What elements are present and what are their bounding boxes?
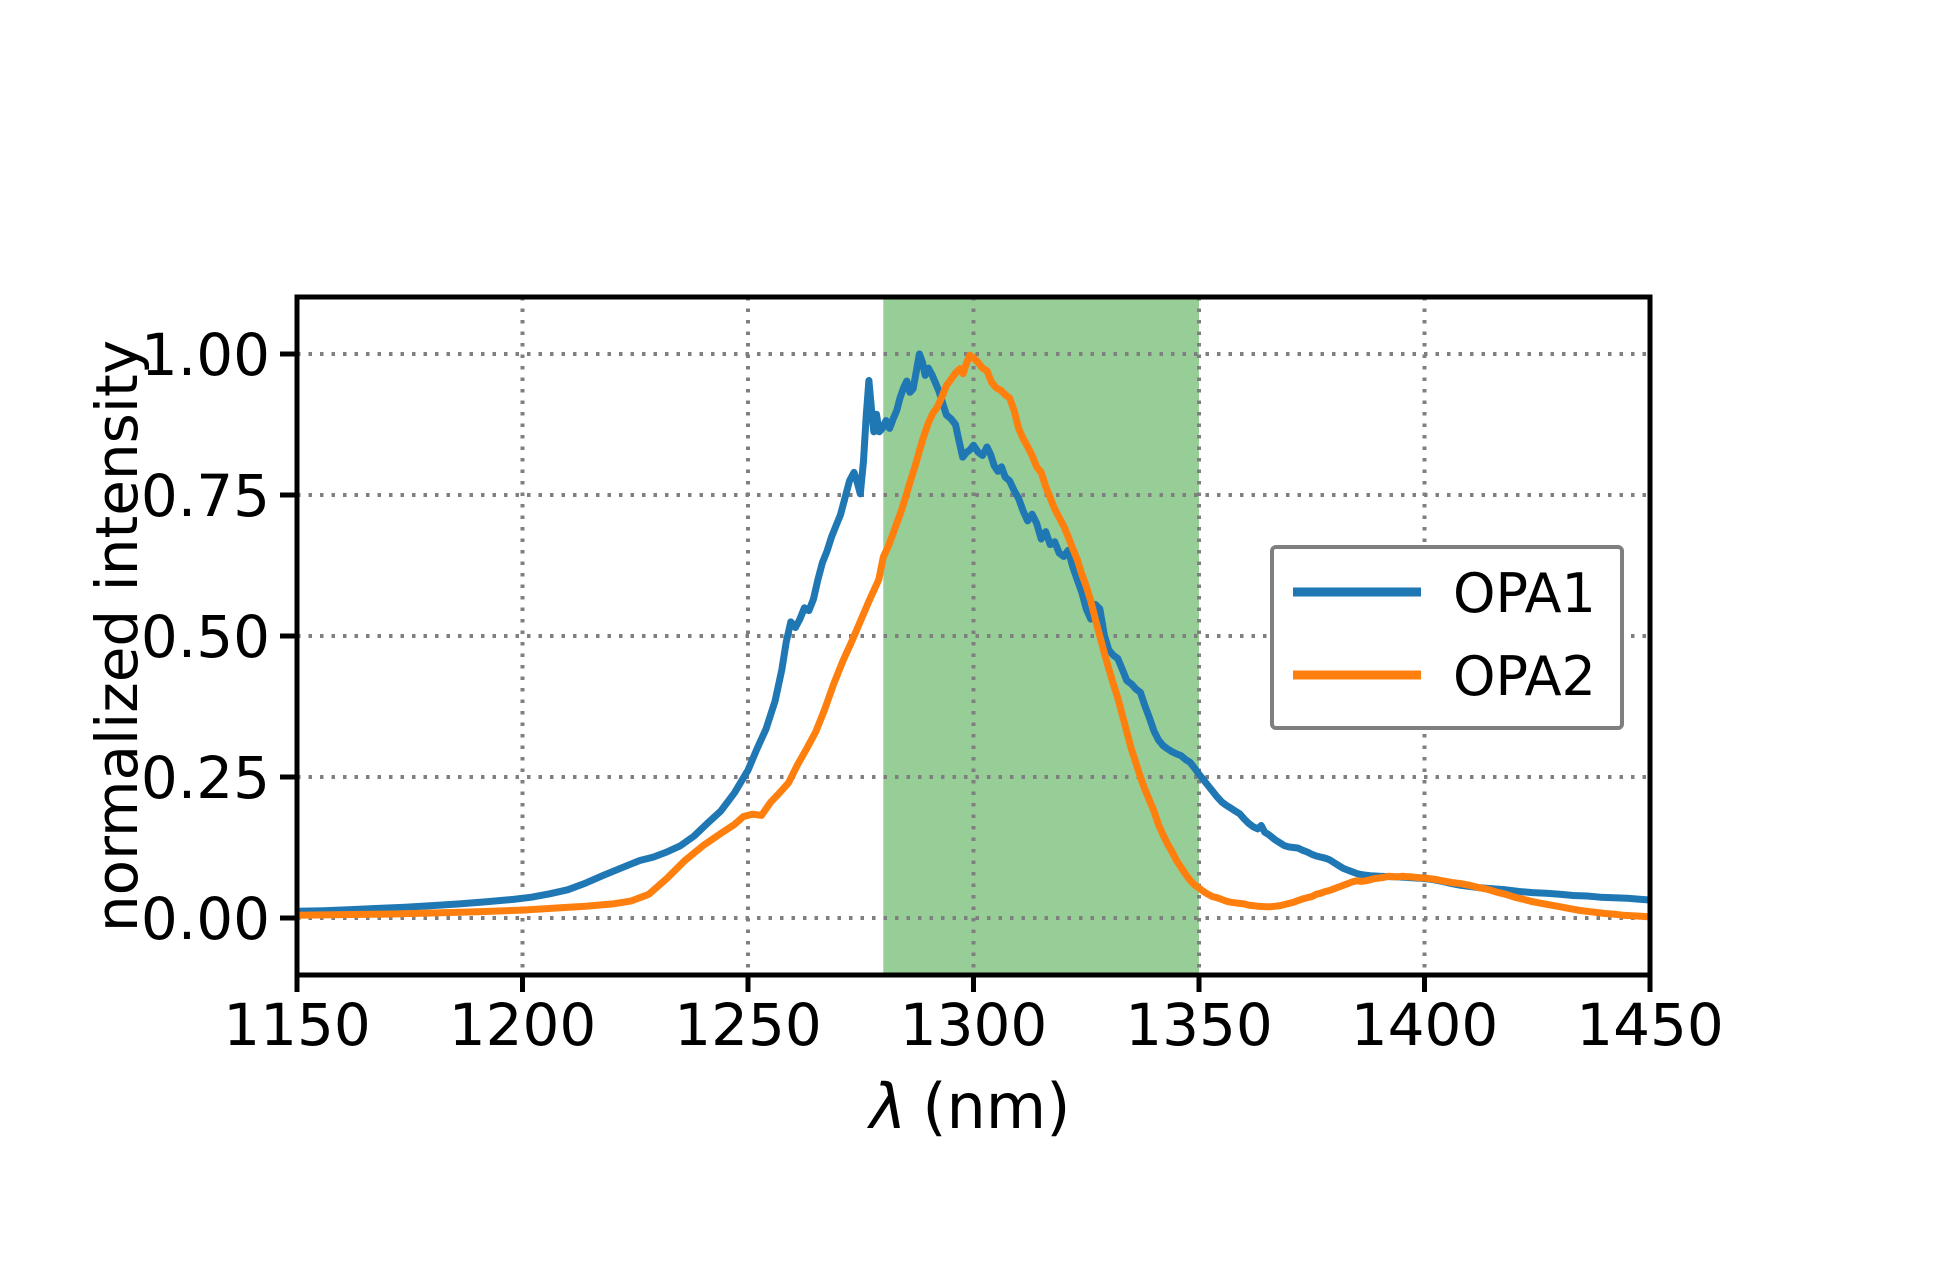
legend-label-opa1: OPA1 bbox=[1453, 562, 1596, 625]
x-tick-labels: 1150 1200 1250 1300 1350 1400 1450 bbox=[223, 991, 1724, 1059]
y-tick-label: 0.00 bbox=[141, 885, 270, 953]
series-opa1-line bbox=[297, 350, 1650, 915]
series-opa2-line bbox=[297, 351, 1650, 921]
y-axis-label: normalized intensity bbox=[83, 340, 151, 932]
x-tick-label: 1400 bbox=[1351, 991, 1499, 1059]
x-tick-label: 1200 bbox=[449, 991, 597, 1059]
curves bbox=[297, 350, 1650, 921]
x-axis-label: λ (nm) bbox=[867, 1070, 1071, 1143]
legend: OPA1 OPA2 bbox=[1270, 545, 1624, 730]
tick-marks bbox=[280, 351, 1653, 992]
y-tick-label: 0.50 bbox=[141, 603, 270, 671]
x-tick-label: 1150 bbox=[223, 991, 371, 1059]
x-axis-unit: (nm) bbox=[922, 1070, 1070, 1143]
x-tick-label: 1450 bbox=[1576, 991, 1724, 1059]
y-tick-label: 0.25 bbox=[141, 744, 270, 812]
x-tick-label: 1250 bbox=[674, 991, 822, 1059]
legend-label-opa2: OPA2 bbox=[1453, 645, 1596, 708]
y-tick-label: 0.75 bbox=[141, 462, 270, 530]
x-tick-label: 1300 bbox=[900, 991, 1048, 1059]
x-tick-label: 1350 bbox=[1125, 991, 1273, 1059]
lambda-symbol: λ bbox=[867, 1070, 907, 1143]
y-tick-label: 1.00 bbox=[141, 321, 270, 389]
y-tick-labels: 0.00 0.25 0.50 0.75 1.00 bbox=[141, 321, 270, 953]
